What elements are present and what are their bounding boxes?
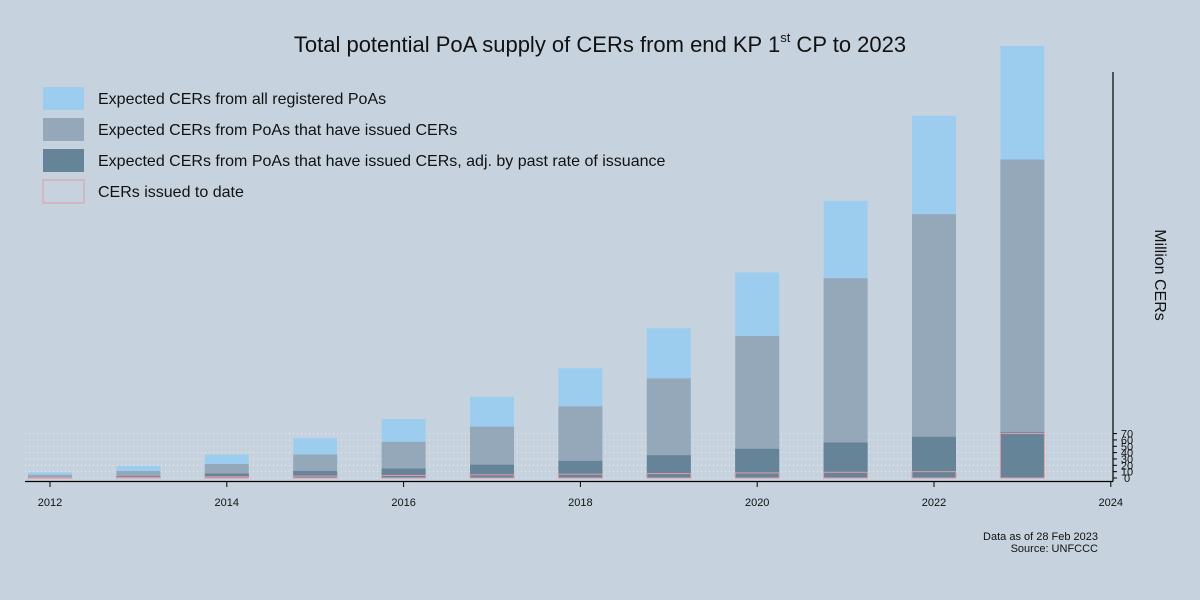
- x-tick-label: 2020: [745, 497, 769, 509]
- legend: Expected CERs from all registered PoAs Ex…: [42, 87, 665, 204]
- legend-swatch: [43, 149, 84, 172]
- bar-issued-adjusted: [381, 468, 426, 478]
- bar-issued-adjusted: [912, 436, 956, 478]
- y-tick-label: 50: [1121, 441, 1133, 453]
- bar-cers-issued: [734, 472, 780, 479]
- chart-title: Total potential PoA supply of CERs from …: [294, 30, 906, 57]
- footnote-source: Source: UNFCCC: [1011, 543, 1098, 555]
- legend-swatch: [43, 118, 84, 141]
- x-tick-label: 2016: [391, 497, 415, 509]
- x-tick-label: 2018: [568, 497, 592, 509]
- bar-cers-issued: [27, 477, 73, 479]
- y-tick-label: 40: [1121, 448, 1133, 460]
- bar-cers-issued: [911, 471, 957, 479]
- x-tick-label: 2024: [1099, 497, 1123, 509]
- bar-issued-adjusted: [735, 448, 780, 478]
- bars: [27, 45, 1045, 479]
- legend-swatch: [42, 179, 85, 204]
- bar-issued-adjusted: [293, 471, 338, 478]
- bar-issued-adjusted: [204, 473, 249, 478]
- bar-issued-adjusted: [470, 464, 514, 478]
- bar-cers-issued: [469, 474, 515, 479]
- bar-cers-issued: [646, 473, 692, 479]
- bar-cers-issued: [204, 476, 250, 479]
- x-tick-label: 2012: [38, 497, 62, 509]
- bar-issued-poas: [116, 471, 161, 478]
- chart-title-main: Total potential PoA supply of CERs from …: [294, 32, 780, 57]
- legend-label: Expected CERs from PoAs that have issued…: [98, 153, 665, 170]
- y-tick-label: 70: [1121, 429, 1133, 441]
- footnote-date: Data as of 28 Feb 2023: [983, 531, 1098, 543]
- bar-cers-issued: [999, 433, 1045, 479]
- bar-cers-issued: [557, 473, 603, 479]
- bar-issued-poas: [1000, 159, 1045, 478]
- y-tick-label: 0: [1124, 473, 1130, 485]
- bar-issued-poas: [912, 214, 956, 478]
- x-tick-label: 2022: [922, 497, 946, 509]
- x-tick-label: 2014: [215, 497, 239, 509]
- bar-issued-adjusted: [646, 455, 691, 478]
- y-tick-label: 30: [1121, 454, 1133, 466]
- bar-issued-adjusted: [1000, 432, 1045, 478]
- y-tick-label: 60: [1121, 435, 1133, 447]
- axes: 2012 2014 2016 2018 2020 2022 2024010203040506…: [25, 72, 1133, 509]
- chart-title-end: CP to 2023: [790, 32, 906, 57]
- y-tick-label: 20: [1121, 460, 1133, 472]
- bar-cers-issued: [115, 476, 161, 479]
- legend-swatch: [43, 87, 84, 110]
- bar-issued-adjusted: [558, 460, 603, 478]
- legend-label: CERs issued to date: [98, 184, 244, 201]
- chart-title-superscript: st: [780, 30, 791, 45]
- legend-label: Expected CERs from all registered PoAs: [98, 91, 386, 108]
- bar-cers-issued: [292, 475, 338, 479]
- bar-cers-issued: [381, 474, 427, 479]
- bar-issued-poas: [28, 474, 72, 478]
- y-axis-label: Million CERs: [1151, 229, 1168, 321]
- legend-label: Expected CERs from PoAs that have issued…: [98, 122, 457, 139]
- y-tick-label: 10: [1121, 467, 1133, 479]
- bar-cers-issued: [823, 471, 869, 479]
